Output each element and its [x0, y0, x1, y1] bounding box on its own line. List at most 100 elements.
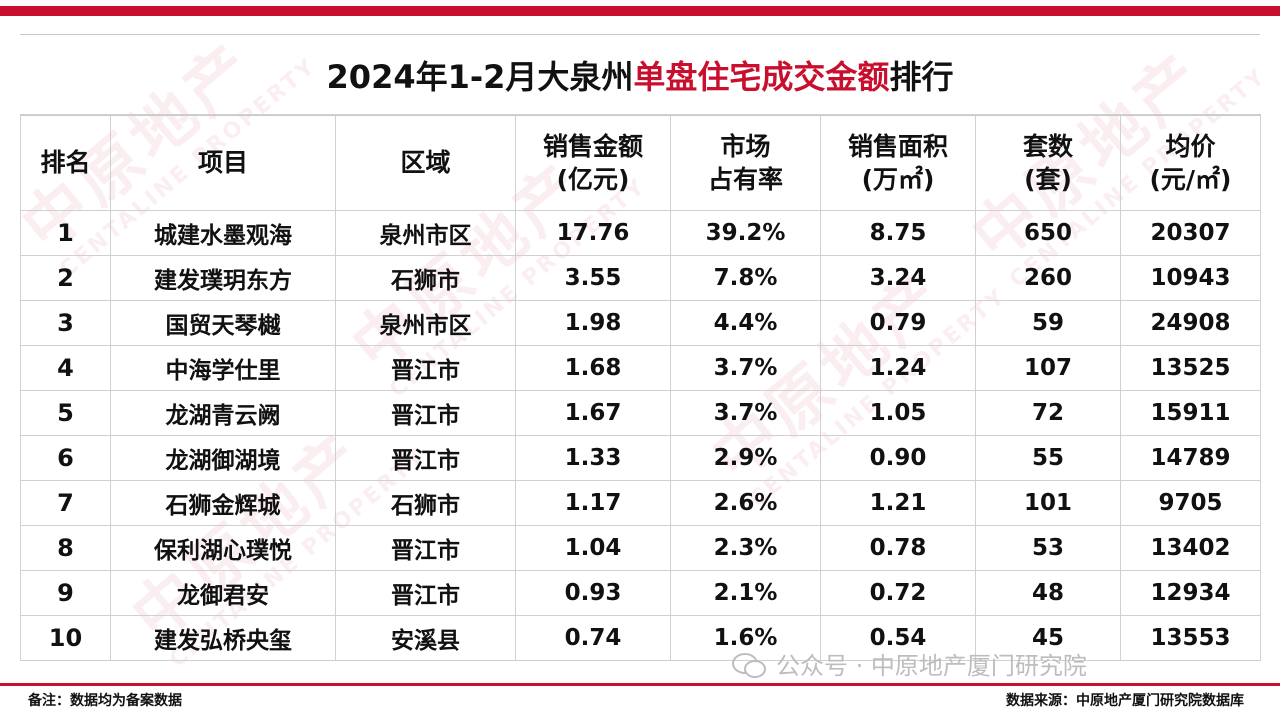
column-header-label: 市场: [720, 131, 771, 161]
wechat-watermark-text: 公众号 · 中原地产厦门研究院: [776, 652, 1087, 680]
table-row: 3 国贸天琴樾 泉州市区 1.98 4.4% 0.79 59 24908: [20, 300, 1261, 346]
sales-amount-cell: 1.98: [515, 300, 671, 346]
avg-price-cell: 13402: [1120, 525, 1261, 571]
avg-price-cell: 12934: [1120, 570, 1261, 616]
project-cell: 石狮金辉城: [110, 480, 336, 526]
market-share-cell: 2.1%: [670, 570, 821, 616]
sales-amount-cell: 1.04: [515, 525, 671, 571]
ranking-table: 排名 项目 区域 销售金额 (亿元) 市场 占有率 销售面积 (万㎡) 套数 (套) 均价 (元/㎡) …: [20, 114, 1261, 661]
project-cell: 龙湖青云阙: [110, 390, 336, 436]
column-header: 区域: [335, 114, 516, 211]
column-header: 项目: [110, 114, 336, 211]
table-row: 1 城建水墨观海 泉州市区 17.76 39.2% 8.75 650 20307: [20, 210, 1261, 256]
sales-area-cell: 1.21: [820, 480, 976, 526]
project-cell: 城建水墨观海: [110, 210, 336, 256]
avg-price-cell: 15911: [1120, 390, 1261, 436]
project-cell: 建发璞玥东方: [110, 255, 336, 301]
sales-area-cell: 0.79: [820, 300, 976, 346]
rank-cell: 5: [20, 390, 111, 436]
table-body: 1 城建水墨观海 泉州市区 17.76 39.2% 8.75 650 20307 2 建发璞玥东方…: [20, 210, 1261, 661]
column-header-label: 套数: [1022, 131, 1073, 161]
column-header-unit: (万㎡): [861, 164, 935, 194]
column-header-label: 排名: [40, 148, 91, 177]
column-header-label: 销售面积: [847, 131, 948, 161]
region-cell: 泉州市区: [335, 300, 516, 346]
rank-cell: 7: [20, 480, 111, 526]
avg-price-cell: 9705: [1120, 480, 1261, 526]
column-header: 销售面积 (万㎡): [820, 114, 976, 211]
avg-price-cell: 14789: [1120, 435, 1261, 481]
table-header-row: 排名 项目 区域 销售金额 (亿元) 市场 占有率 销售面积 (万㎡) 套数 (套) 均价 (元/㎡): [20, 114, 1261, 211]
rank-cell: 8: [20, 525, 111, 571]
sales-area-cell: 0.72: [820, 570, 976, 616]
rank-cell: 1: [20, 210, 111, 256]
project-cell: 保利湖心璞悦: [110, 525, 336, 571]
region-cell: 泉州市区: [335, 210, 516, 256]
footer-note: 备注：数据均为备案数据: [28, 693, 182, 709]
market-share-cell: 2.9%: [670, 435, 821, 481]
table-row: 2 建发璞玥东方 石狮市 3.55 7.8% 3.24 260 10943: [20, 255, 1261, 301]
market-share-cell: 2.3%: [670, 525, 821, 571]
footer-source: 数据来源：中原地产厦门研究院数据库: [1006, 693, 1244, 709]
table-row: 6 龙湖御湖境 晋江市 1.33 2.9% 0.90 55 14789: [20, 435, 1261, 481]
table-row: 7 石狮金辉城 石狮市 1.17 2.6% 1.21 101 9705: [20, 480, 1261, 526]
sales-area-cell: 1.05: [820, 390, 976, 436]
market-share-cell: 39.2%: [670, 210, 821, 256]
project-cell: 国贸天琴樾: [110, 300, 336, 346]
column-header: 均价 (元/㎡): [1120, 114, 1261, 211]
wechat-watermark: 公众号 · 中原地产厦门研究院: [732, 646, 1087, 681]
region-cell: 石狮市: [335, 480, 516, 526]
column-header-unit: 占有率: [707, 164, 783, 194]
region-cell: 安溪县: [335, 615, 516, 661]
column-header: 销售金额 (亿元): [515, 114, 671, 211]
sales-area-cell: 0.54: [820, 615, 976, 661]
units-cell: 650: [975, 210, 1121, 256]
avg-price-cell: 10943: [1120, 255, 1261, 301]
sales-amount-cell: 0.93: [515, 570, 671, 616]
units-cell: 101: [975, 480, 1121, 526]
avg-price-cell: 13553: [1120, 615, 1261, 661]
table-row: 10 建发弘桥央玺 安溪县 0.74 1.6% 0.54 45 13553: [20, 615, 1261, 661]
title-prefix: 2024年1-2月大泉州: [326, 58, 634, 96]
top-accent-bar: [0, 6, 1280, 16]
rank-cell: 10: [20, 615, 111, 661]
avg-price-cell: 20307: [1120, 210, 1261, 256]
market-share-cell: 7.8%: [670, 255, 821, 301]
column-header-label: 项目: [197, 148, 248, 177]
column-header-unit: (亿元): [556, 164, 630, 194]
units-cell: 45: [975, 615, 1121, 661]
table-row: 5 龙湖青云阙 晋江市 1.67 3.7% 1.05 72 15911: [20, 390, 1261, 436]
market-share-cell: 4.4%: [670, 300, 821, 346]
region-cell: 晋江市: [335, 435, 516, 481]
rank-cell: 2: [20, 255, 111, 301]
units-cell: 107: [975, 345, 1121, 391]
sales-area-cell: 0.90: [820, 435, 976, 481]
units-cell: 53: [975, 525, 1121, 571]
column-header-label: 区域: [400, 148, 451, 177]
project-cell: 中海学仕里: [110, 345, 336, 391]
sales-area-cell: 8.75: [820, 210, 976, 256]
region-cell: 晋江市: [335, 570, 516, 616]
sales-area-cell: 3.24: [820, 255, 976, 301]
title-suffix: 排行: [889, 58, 954, 96]
table-row: 9 龙御君安 晋江市 0.93 2.1% 0.72 48 12934: [20, 570, 1261, 616]
page-title: 2024年1-2月大泉州 单盘住宅成交金额 排行: [20, 34, 1260, 116]
project-cell: 龙湖御湖境: [110, 435, 336, 481]
column-header-unit: (套): [1024, 164, 1072, 194]
column-header: 套数 (套): [975, 114, 1121, 211]
avg-price-cell: 24908: [1120, 300, 1261, 346]
region-cell: 石狮市: [335, 255, 516, 301]
market-share-cell: 2.6%: [670, 480, 821, 526]
column-header: 排名: [20, 114, 111, 211]
table-row: 8 保利湖心璞悦 晋江市 1.04 2.3% 0.78 53 13402: [20, 525, 1261, 571]
sales-amount-cell: 1.33: [515, 435, 671, 481]
market-share-cell: 3.7%: [670, 345, 821, 391]
sales-area-cell: 1.24: [820, 345, 976, 391]
rank-cell: 4: [20, 345, 111, 391]
units-cell: 72: [975, 390, 1121, 436]
market-share-cell: 3.7%: [670, 390, 821, 436]
wechat-icon: [732, 651, 766, 678]
sales-area-cell: 0.78: [820, 525, 976, 571]
units-cell: 55: [975, 435, 1121, 481]
sales-amount-cell: 1.17: [515, 480, 671, 526]
